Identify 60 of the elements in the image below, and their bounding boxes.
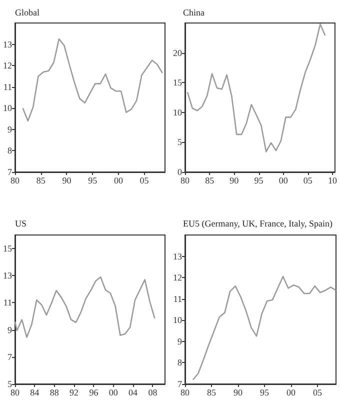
y-tick-label: 0 xyxy=(178,167,182,177)
x-tick-label: 90 xyxy=(62,176,72,186)
y-tick-label: 5 xyxy=(8,379,12,389)
x-tick-label: 90 xyxy=(233,388,243,398)
y-tick-label: 13 xyxy=(173,251,182,262)
line-series xyxy=(186,24,326,152)
y-tick-label: 13 xyxy=(3,39,12,50)
x-tick-label: 88 xyxy=(50,388,60,398)
y-tick-label: 12 xyxy=(173,272,182,283)
y-tick-label: 12 xyxy=(3,60,12,71)
y-tick-label: 10 xyxy=(173,107,182,118)
chart-title: US xyxy=(15,218,27,228)
line-series xyxy=(22,38,164,122)
y-tick-label: 9 xyxy=(8,324,12,335)
y-tick-label: 7 xyxy=(8,167,12,177)
y-tick-label: 15 xyxy=(173,78,182,88)
x-tick-label: 85 xyxy=(36,176,46,186)
y-tick-label: 5 xyxy=(178,137,182,148)
y-tick-label: 7 xyxy=(8,352,12,362)
x-tick-label: 00 xyxy=(114,176,124,186)
x-tick-label: 00 xyxy=(278,176,288,186)
line-series xyxy=(192,276,337,380)
x-tick-label: 84 xyxy=(30,388,40,398)
chart-title: Global xyxy=(15,8,40,18)
line-series xyxy=(14,276,156,338)
x-tick-label: 08 xyxy=(148,388,158,398)
x-tick-label: 80 xyxy=(180,176,190,186)
chart-title: EU5 (Germany, UK, France, Italy, Spain) xyxy=(183,218,333,228)
y-tick-label: 11 xyxy=(173,294,182,304)
y-tick-label: 10 xyxy=(3,103,12,114)
x-tick-label: 85 xyxy=(205,176,215,186)
y-tick-label: 9 xyxy=(178,336,182,346)
x-tick-label: 00 xyxy=(286,388,296,398)
x-tick-label: 04 xyxy=(128,388,138,398)
y-tick-label: 7 xyxy=(178,379,182,389)
x-tick-label: 95 xyxy=(254,176,264,186)
x-tick-label: 80 xyxy=(180,388,190,398)
y-tick-label: 20 xyxy=(173,48,182,58)
y-tick-label: 8 xyxy=(8,146,12,156)
x-tick-label: 92 xyxy=(70,388,79,398)
x-tick-label: 95 xyxy=(88,176,98,186)
x-tick-label: 85 xyxy=(206,388,216,398)
x-tick-label: 95 xyxy=(260,388,270,398)
y-tick-label: 10 xyxy=(173,315,182,326)
y-tick-label: 9 xyxy=(8,124,12,134)
x-tick-label: 10 xyxy=(328,176,338,186)
chart-title: China xyxy=(183,8,205,18)
x-tick-label: 80 xyxy=(10,176,20,186)
x-tick-label: 05 xyxy=(312,388,322,398)
x-tick-label: 96 xyxy=(89,388,99,398)
x-tick-label: 80 xyxy=(10,388,20,398)
y-tick-label: 11 xyxy=(3,298,12,308)
x-tick-label: 05 xyxy=(303,176,313,186)
y-tick-label: 15 xyxy=(3,244,12,254)
y-tick-label: 11 xyxy=(3,82,12,92)
x-tick-label: 90 xyxy=(230,176,240,186)
x-tick-label: 05 xyxy=(140,176,150,186)
y-tick-label: 8 xyxy=(178,358,182,368)
x-tick-label: 00 xyxy=(108,388,118,398)
y-tick-label: 13 xyxy=(3,270,12,281)
